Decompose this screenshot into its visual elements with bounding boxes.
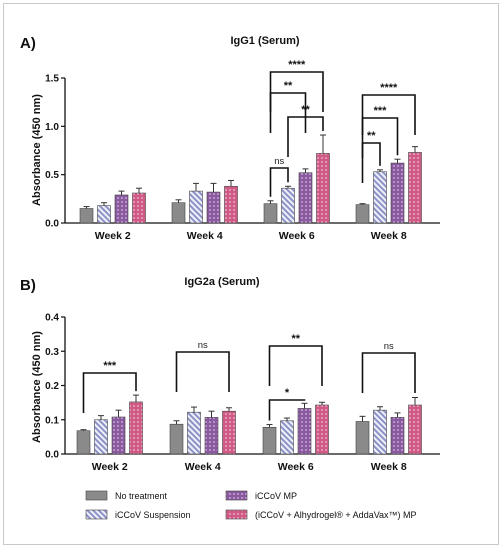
panel-b-bar-mp bbox=[204, 417, 219, 455]
panel-b-x-tick-label: Week 6 bbox=[278, 461, 314, 473]
panel-b-bar-combo bbox=[129, 401, 143, 455]
legend-swatch-suspension bbox=[85, 509, 108, 520]
panel-b-bar-suspension bbox=[373, 409, 387, 455]
legend-swatch-mp bbox=[225, 490, 248, 501]
panel-a-bar-combo bbox=[408, 152, 422, 224]
panel-a-bar-no-treatment bbox=[79, 208, 94, 224]
panel-a-bar-combo bbox=[132, 192, 146, 224]
panel-a-bar-mp bbox=[114, 194, 129, 224]
panel-b-bar-mp bbox=[390, 417, 405, 455]
panel-b-title: IgG2a (Serum) bbox=[184, 276, 260, 288]
panel-b-bar-combo bbox=[315, 404, 329, 455]
panel-a-significance-bracket bbox=[361, 117, 399, 158]
panel-a-bar-combo bbox=[224, 185, 238, 224]
panel-a-y-tick-label: 1.0 bbox=[45, 122, 59, 133]
panel-b-y-tick-label: 0.0 bbox=[45, 450, 59, 461]
panel-a-bar-suspension bbox=[373, 171, 387, 224]
panel-b-significance-bracket bbox=[175, 351, 230, 392]
panel-b-y-tick-label: 0.1 bbox=[45, 415, 59, 426]
panel-a-bar-mp bbox=[298, 172, 313, 224]
panel-a-bar-no-treatment bbox=[171, 202, 186, 224]
panel-a-significance-bracket bbox=[287, 116, 324, 157]
panel-b-bar-mp bbox=[111, 416, 126, 455]
panel-a-y-tick-label: 0.0 bbox=[45, 219, 59, 230]
legend-swatch-combo bbox=[225, 509, 248, 520]
panel-a-bar-no-treatment bbox=[263, 203, 278, 224]
panel-b-significance-bracket bbox=[268, 399, 306, 421]
panel-b-bar-suspension bbox=[187, 411, 201, 455]
panel-b-significance-label: ns bbox=[384, 341, 394, 352]
panel-b-x-tick-label: Week 2 bbox=[92, 461, 128, 473]
panel-a-bar-combo bbox=[316, 153, 330, 224]
panel-b-y-tick-label: 0.3 bbox=[45, 347, 59, 358]
panel-a-significance-label: ** bbox=[367, 130, 376, 142]
panel-b-bar-combo bbox=[408, 404, 422, 455]
panel-a-significance-bracket bbox=[269, 71, 324, 112]
panel-a-significance-label: ** bbox=[284, 80, 293, 92]
panel-a-significance-bracket bbox=[269, 167, 289, 197]
panel-a-title: IgG1 (Serum) bbox=[230, 35, 299, 47]
legend-label-suspension: iCCoV Suspension bbox=[115, 510, 191, 520]
panel-a-significance-label: ns bbox=[274, 156, 284, 167]
panel-b-y-axis-label: Absorbance (450 nm) bbox=[31, 331, 43, 443]
panel-a-x-tick-label: Week 8 bbox=[371, 230, 407, 242]
panel-a-y-axis-label: Absorbance (450 nm) bbox=[31, 94, 43, 206]
panel-b-significance-label: ** bbox=[291, 333, 300, 345]
legend-swatch-no-treatment bbox=[85, 490, 108, 501]
panel-a-bar-suspension bbox=[97, 205, 111, 224]
panel-b-bar-no-treatment bbox=[262, 426, 277, 455]
panel-a-significance-label: ** bbox=[301, 104, 310, 116]
panel-b-bar-combo bbox=[222, 410, 236, 455]
panel-b-bar-no-treatment bbox=[169, 423, 184, 455]
panel-a-bar-no-treatment bbox=[355, 204, 370, 224]
panel-a-bar-suspension bbox=[281, 187, 295, 224]
figure-frame bbox=[3, 3, 499, 545]
panel-b-significance-label: * bbox=[285, 387, 290, 399]
panel-b-x-tick-label: Week 8 bbox=[371, 461, 407, 473]
panel-b-significance-bracket bbox=[361, 352, 416, 393]
panel-b-bar-mp bbox=[297, 408, 312, 455]
panel-a-significance-bracket bbox=[361, 94, 416, 135]
panel-a-significance-label: *** bbox=[374, 105, 388, 117]
panel-a-bar-suspension bbox=[189, 190, 203, 224]
panel-a-label: A) bbox=[20, 35, 36, 52]
panel-b-x-tick-label: Week 4 bbox=[185, 461, 221, 473]
panel-b-significance-label: ns bbox=[198, 340, 208, 351]
legend-label-mp: iCCoV MP bbox=[255, 491, 297, 501]
legend-label-no-treatment: No treatment bbox=[115, 491, 168, 501]
panel-a-bar-mp bbox=[390, 162, 405, 224]
panel-a-significance-bracket bbox=[269, 92, 307, 133]
panel-a-x-tick-label: Week 2 bbox=[95, 230, 131, 242]
panel-b-significance-bracket bbox=[82, 372, 137, 413]
panel-a-significance-bracket bbox=[361, 142, 381, 183]
panel-a-y-tick-label: 1.5 bbox=[45, 74, 59, 85]
panel-a-bar-mp bbox=[206, 191, 221, 224]
panel-a-x-tick-label: Week 4 bbox=[187, 230, 223, 242]
panel-b-label: B) bbox=[20, 277, 36, 294]
panel-b-y-tick-label: 0.4 bbox=[45, 313, 59, 324]
panel-a-x-tick-label: Week 6 bbox=[279, 230, 315, 242]
panel-b-bar-suspension bbox=[280, 420, 294, 455]
panel-a-significance-label: **** bbox=[288, 59, 306, 71]
panel-b-bar-no-treatment bbox=[355, 421, 370, 455]
panel-b-significance-label: *** bbox=[103, 360, 117, 372]
panel-a-significance-label: **** bbox=[380, 82, 398, 94]
panel-a-y-tick-label: 0.5 bbox=[45, 170, 59, 181]
panel-b-y-tick-label: 0.2 bbox=[45, 381, 59, 392]
panel-b-bar-suspension bbox=[94, 419, 108, 455]
panel-b-significance-bracket bbox=[268, 345, 323, 386]
legend-label-combo: (iCCoV + Alhydrogel® + AddaVax™) MP bbox=[255, 510, 417, 520]
panel-b-bar-no-treatment bbox=[76, 430, 91, 455]
panel-b-plot: 0.0 0.1 0.2 0.3 0.4 Week 2 Week 4 Week 6 Week 8 *… bbox=[45, 313, 440, 473]
legend: No treatment iCCoV Suspension iCCoV MP (… bbox=[85, 490, 417, 520]
